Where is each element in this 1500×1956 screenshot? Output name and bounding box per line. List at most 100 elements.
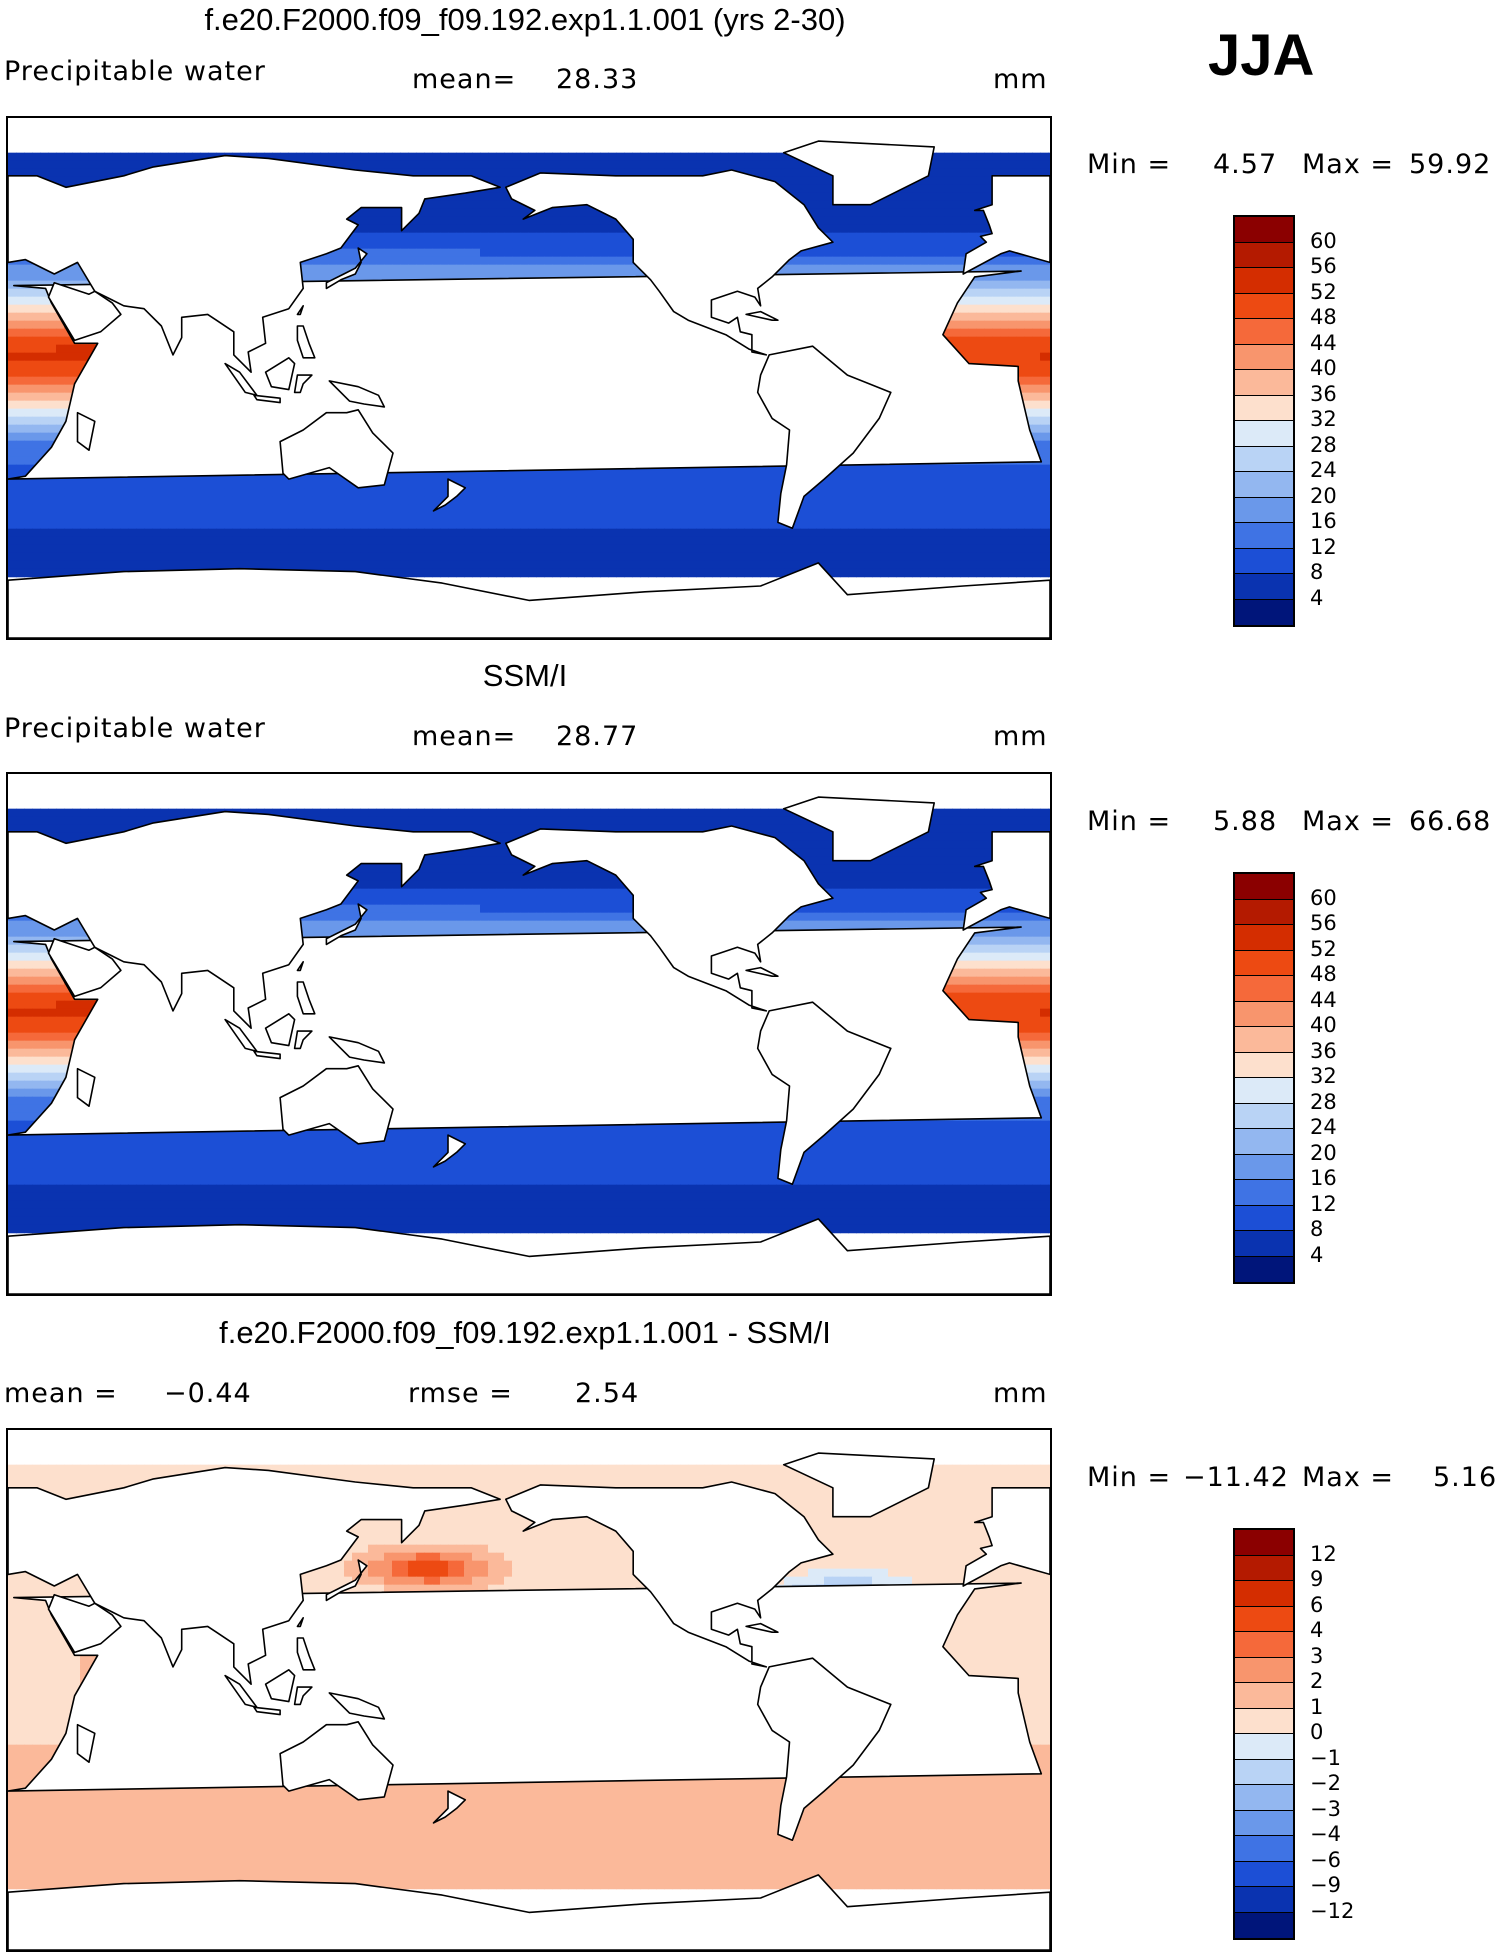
colorbar-tick-label: 60: [1310, 886, 1337, 910]
colorbar-swatch: [1235, 1001, 1293, 1027]
panel-2-mean-value: 28.77: [556, 721, 638, 752]
colorbar-swatch: [1235, 599, 1293, 625]
panel-3-min-value: −11.42: [1183, 1462, 1289, 1493]
colorbar-swatch: [1235, 1632, 1293, 1658]
colorbar-swatch: [1235, 548, 1293, 574]
colorbar-swatch: [1235, 1708, 1293, 1734]
colorbar-tick-label: 48: [1310, 962, 1337, 986]
panel-3-colorbar: [1233, 1528, 1295, 1940]
panel-1-variable-label: Precipitable water: [4, 56, 266, 87]
panel-3-rmse-label: rmse =: [408, 1378, 513, 1409]
panel-3-map: [6, 1428, 1052, 1952]
colorbar-swatch: [1235, 1129, 1293, 1155]
colorbar-tick-label: 28: [1310, 1090, 1337, 1114]
panel-1-max-value: 59.92: [1409, 149, 1491, 180]
panel-2-title: SSM/I: [0, 658, 1050, 694]
panel-2-min-label: Min =: [1087, 806, 1171, 837]
colorbar-swatch: [1235, 1180, 1293, 1206]
panel-3-units: mm: [993, 1378, 1048, 1409]
colorbar-tick-label: 32: [1310, 407, 1337, 431]
colorbar-swatch: [1235, 874, 1293, 900]
colorbar-swatch: [1235, 523, 1293, 549]
coastlines: [8, 1452, 1050, 1950]
coastlines: [8, 796, 1050, 1294]
panel-1-mean-value: 28.33: [556, 64, 638, 95]
colorbar-swatch: [1235, 1078, 1293, 1104]
panel-3-max-label: Max =: [1302, 1462, 1394, 1493]
season-label: JJA: [1208, 22, 1314, 89]
colorbar-tick-label: 20: [1310, 484, 1337, 508]
colorbar-swatch: [1235, 1912, 1293, 1938]
panel-2-colorbar: [1233, 872, 1295, 1284]
colorbar-tick-label: 56: [1310, 254, 1337, 278]
colorbar-tick-label: 1: [1310, 1695, 1323, 1719]
panel-1-mean-label: mean=: [412, 64, 516, 95]
colorbar-swatch: [1235, 395, 1293, 421]
panel-2-map-plot: [8, 796, 1050, 1294]
panel-2-units: mm: [993, 721, 1048, 752]
colorbar-swatch: [1235, 242, 1293, 268]
panel-3-title: f.e20.F2000.f09_f09.192.exp1.1.001 - SSM…: [0, 1315, 1050, 1351]
coastlines: [8, 140, 1050, 638]
colorbar-tick-label: 40: [1310, 356, 1337, 380]
colorbar-swatch: [1235, 1154, 1293, 1180]
colorbar-swatch: [1235, 1785, 1293, 1811]
colorbar-tick-label: 4: [1310, 1243, 1323, 1267]
colorbar-swatch: [1235, 574, 1293, 600]
colorbar-tick-label: 36: [1310, 1039, 1337, 1063]
colorbar-tick-label: 40: [1310, 1013, 1337, 1037]
colorbar-swatch: [1235, 1103, 1293, 1129]
colorbar-tick-label: −12: [1310, 1899, 1354, 1923]
colorbar-swatch: [1235, 1027, 1293, 1053]
colorbar-swatch: [1235, 268, 1293, 294]
colorbar-tick-label: −2: [1310, 1771, 1341, 1795]
colorbar-swatch: [1235, 1810, 1293, 1836]
colorbar-tick-label: 52: [1310, 937, 1337, 961]
colorbar-swatch: [1235, 950, 1293, 976]
colorbar-swatch: [1235, 1555, 1293, 1581]
colorbar-tick-label: 56: [1310, 911, 1337, 935]
panel-2-max-value: 66.68: [1409, 806, 1491, 837]
colorbar-tick-label: 4: [1310, 1618, 1323, 1642]
colorbar-tick-label: 9: [1310, 1567, 1323, 1591]
colorbar-swatch: [1235, 1052, 1293, 1078]
colorbar-tick-label: 16: [1310, 1166, 1337, 1190]
panel-1-units: mm: [993, 64, 1048, 95]
colorbar-swatch: [1235, 1861, 1293, 1887]
colorbar-swatch: [1235, 1205, 1293, 1231]
colorbar-tick-label: 60: [1310, 229, 1337, 253]
colorbar-swatch: [1235, 1530, 1293, 1556]
colorbar-tick-label: 8: [1310, 560, 1323, 584]
colorbar-tick-label: −9: [1310, 1873, 1341, 1897]
colorbar-tick-label: −1: [1310, 1746, 1341, 1770]
colorbar-swatch: [1235, 370, 1293, 396]
colorbar-swatch: [1235, 421, 1293, 447]
panel-1-map: [6, 116, 1052, 640]
panel-2-map: [6, 772, 1052, 1296]
colorbar-swatch: [1235, 1231, 1293, 1257]
panel-1-colorbar: [1233, 215, 1295, 627]
colorbar-tick-label: −4: [1310, 1822, 1341, 1846]
colorbar-swatch: [1235, 293, 1293, 319]
colorbar-swatch: [1235, 925, 1293, 951]
panel-3-mean-value: −0.44: [164, 1378, 252, 1409]
panel-3-mean-label: mean =: [4, 1378, 118, 1409]
colorbar-tick-label: 12: [1310, 535, 1337, 559]
colorbar-tick-label: 8: [1310, 1217, 1323, 1241]
colorbar-tick-label: 32: [1310, 1064, 1337, 1088]
panel-3-max-value: 5.16: [1433, 1462, 1497, 1493]
colorbar-swatch: [1235, 1836, 1293, 1862]
colorbar-tick-label: 20: [1310, 1141, 1337, 1165]
colorbar-tick-label: 24: [1310, 1115, 1337, 1139]
colorbar-swatch: [1235, 472, 1293, 498]
colorbar-tick-label: −3: [1310, 1797, 1341, 1821]
panel-2-mean-label: mean=: [412, 721, 516, 752]
colorbar-swatch: [1235, 1606, 1293, 1632]
panel-3-min-label: Min =: [1087, 1462, 1171, 1493]
colorbar-tick-label: 52: [1310, 280, 1337, 304]
colorbar-swatch: [1235, 1256, 1293, 1282]
colorbar-tick-label: 12: [1310, 1542, 1337, 1566]
colorbar-swatch: [1235, 1887, 1293, 1913]
colorbar-swatch: [1235, 976, 1293, 1002]
colorbar-tick-label: 3: [1310, 1644, 1323, 1668]
